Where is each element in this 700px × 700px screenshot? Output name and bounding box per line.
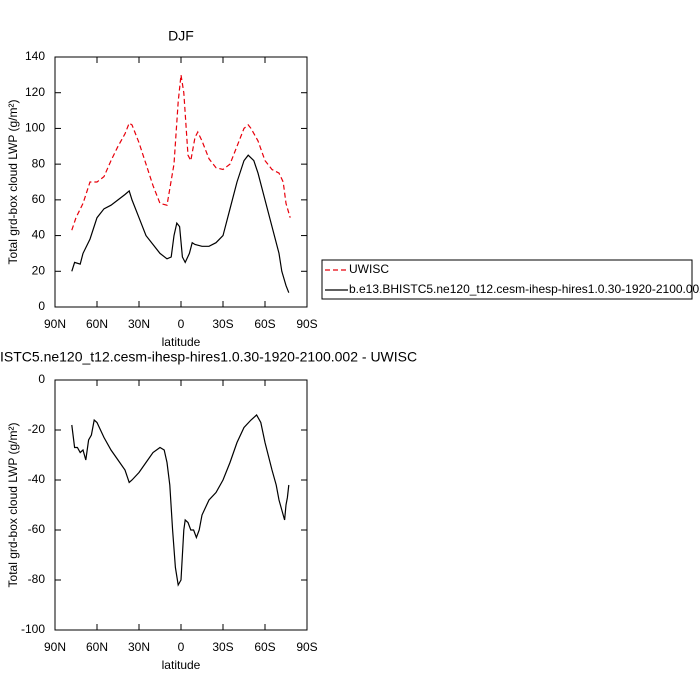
x-axis-label: latitude bbox=[162, 335, 201, 349]
y-tick-label: -40 bbox=[28, 472, 46, 486]
y-tick-label: 20 bbox=[32, 263, 46, 277]
series-line bbox=[71, 414, 290, 587]
y-tick-label: 120 bbox=[25, 85, 45, 99]
x-tick-label: 30S bbox=[212, 640, 233, 654]
x-tick-label: 0 bbox=[178, 317, 185, 331]
y-tick-label: -20 bbox=[28, 422, 46, 436]
y-axis-label: Total grd-box cloud LWP (g/m²) bbox=[6, 100, 20, 265]
plot-frame bbox=[54, 379, 308, 631]
x-tick-label: 90N bbox=[44, 640, 66, 654]
x-tick-label: 90N bbox=[44, 317, 66, 331]
y-axis-label: Total grd-box cloud LWP (g/m²) bbox=[6, 423, 20, 588]
x-tick-label: 90S bbox=[296, 640, 317, 654]
x-tick-label: 30N bbox=[128, 317, 150, 331]
y-tick-label: 80 bbox=[32, 156, 46, 170]
x-tick-label: 30N bbox=[128, 640, 150, 654]
y-tick-label: 40 bbox=[32, 228, 46, 242]
y-tick-label: 0 bbox=[38, 299, 45, 313]
x-tick-label: 60N bbox=[86, 640, 108, 654]
x-tick-label: 60N bbox=[86, 317, 108, 331]
y-tick-label: 0 bbox=[38, 372, 45, 386]
y-tick-label: 140 bbox=[25, 49, 45, 63]
legend-label: b.e13.BHISTC5.ne120_t12.cesm-ihesp-hires… bbox=[349, 282, 700, 296]
y-tick-label: -60 bbox=[28, 522, 46, 536]
x-axis-label: latitude bbox=[162, 658, 201, 672]
legend-box bbox=[321, 259, 693, 300]
x-tick-label: 60S bbox=[254, 317, 275, 331]
legend-label: UWISC bbox=[349, 262, 389, 276]
y-tick-label: 100 bbox=[25, 121, 45, 135]
series-line bbox=[71, 154, 290, 293]
chart-title: DJF bbox=[168, 28, 194, 44]
y-tick-label: -80 bbox=[28, 572, 46, 586]
x-tick-label: 30S bbox=[212, 317, 233, 331]
chart-title: ISTC5.ne120_t12.cesm-ihesp-hires1.0.30-1… bbox=[0, 349, 417, 365]
x-tick-label: 0 bbox=[178, 640, 185, 654]
y-tick-label: 60 bbox=[32, 192, 46, 206]
x-tick-label: 90S bbox=[296, 317, 317, 331]
y-tick-label: -100 bbox=[21, 622, 45, 636]
series-line bbox=[71, 74, 291, 231]
x-tick-label: 60S bbox=[254, 640, 275, 654]
plot-frame bbox=[54, 56, 308, 308]
